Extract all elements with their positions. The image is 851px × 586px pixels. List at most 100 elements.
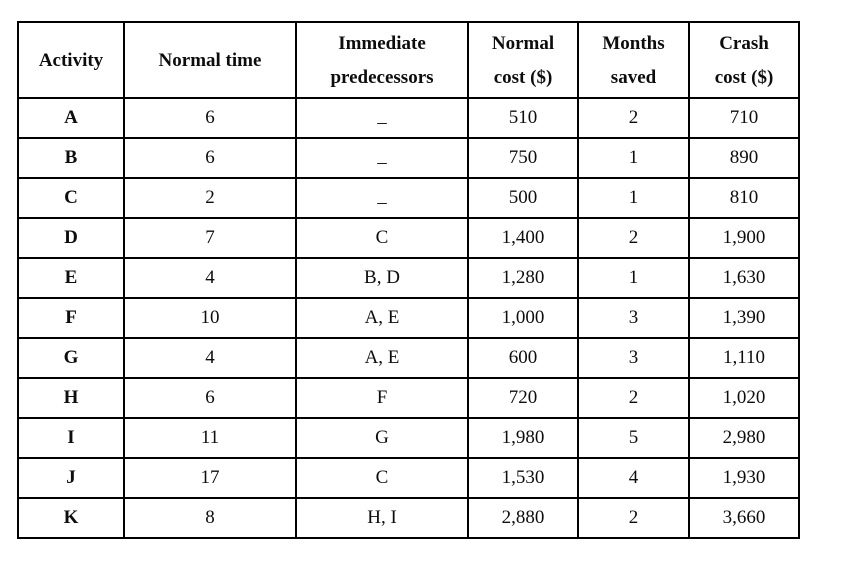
cell-normal-cost: 750 (467, 137, 579, 179)
cell-months-saved: 1 (577, 257, 690, 299)
cell-crash-cost: 3,660 (688, 497, 800, 539)
predecessors-value: B, D (364, 267, 400, 288)
cell-normal-cost: 500 (467, 177, 579, 219)
cell-activity: B (17, 137, 125, 179)
cell-crash-cost: 1,930 (688, 457, 800, 499)
cell-predecessors: A, E (295, 337, 469, 379)
table-row: A 6 – 510 2 710 (17, 97, 800, 139)
cell-months-saved: 1 (577, 177, 690, 219)
cell-normal-cost: 720 (467, 377, 579, 419)
cell-months-saved: 4 (577, 457, 690, 499)
cell-normal-cost: 600 (467, 337, 579, 379)
cell-crash-cost: 810 (688, 177, 800, 219)
cell-crash-cost: 1,630 (688, 257, 800, 299)
predecessors-value: C (375, 467, 389, 488)
cell-activity: J (17, 457, 125, 499)
table-row: F 10 A, E 1,000 3 1,390 (17, 297, 800, 339)
cell-predecessors: – (295, 137, 469, 179)
activity-crash-table: Activity Normal time Immediate predecess… (17, 21, 800, 539)
cell-months-saved: 2 (577, 497, 690, 539)
cell-activity: D (17, 217, 125, 259)
cell-predecessors: C (295, 217, 469, 259)
header-line: saved (610, 66, 657, 88)
cell-months-saved: 2 (577, 377, 690, 419)
predecessors-value: – (377, 112, 387, 133)
header-line: cost ($) (493, 66, 553, 88)
header-line: cost ($) (714, 66, 774, 88)
cell-activity: E (17, 257, 125, 299)
predecessors-value: G (375, 427, 389, 448)
col-header-normal-time: Normal time (123, 21, 297, 99)
col-header-crash-cost: Crash cost ($) (688, 21, 800, 99)
table-row: D 7 C 1,400 2 1,900 (17, 217, 800, 259)
cell-normal-cost: 1,000 (467, 297, 579, 339)
cell-crash-cost: 1,390 (688, 297, 800, 339)
cell-activity: A (17, 97, 125, 139)
cell-activity: C (17, 177, 125, 219)
predecessors-value: F (376, 387, 388, 408)
cell-crash-cost: 2,980 (688, 417, 800, 459)
table-row: H 6 F 720 2 1,020 (17, 377, 800, 419)
cell-months-saved: 2 (577, 97, 690, 139)
cell-normal-time: 7 (123, 217, 297, 259)
cell-predecessors: – (295, 177, 469, 219)
cell-normal-time: 11 (123, 417, 297, 459)
cell-crash-cost: 1,020 (688, 377, 800, 419)
cell-normal-cost: 1,980 (467, 417, 579, 459)
header-line: Normal (491, 32, 555, 54)
predecessors-value: A, E (364, 307, 400, 328)
table-row: K 8 H, I 2,880 2 3,660 (17, 497, 800, 539)
col-header-months-saved: Months saved (577, 21, 690, 99)
cell-activity: K (17, 497, 125, 539)
cell-predecessors: – (295, 97, 469, 139)
table-row: C 2 – 500 1 810 (17, 177, 800, 219)
predecessors-value: C (375, 227, 389, 248)
cell-crash-cost: 1,900 (688, 217, 800, 259)
cell-normal-time: 6 (123, 97, 297, 139)
col-header-activity: Activity (17, 21, 125, 99)
cell-months-saved: 5 (577, 417, 690, 459)
predecessors-value: H, I (367, 507, 397, 528)
cell-normal-cost: 2,880 (467, 497, 579, 539)
cell-activity: F (17, 297, 125, 339)
cell-months-saved: 3 (577, 297, 690, 339)
header-line: Normal time (158, 49, 262, 71)
cell-normal-cost: 1,400 (467, 217, 579, 259)
table-row: B 6 – 750 1 890 (17, 137, 800, 179)
predecessors-value: – (377, 152, 387, 173)
table-row: G 4 A, E 600 3 1,110 (17, 337, 800, 379)
cell-normal-time: 4 (123, 257, 297, 299)
cell-crash-cost: 890 (688, 137, 800, 179)
cell-normal-time: 10 (123, 297, 297, 339)
cell-normal-time: 8 (123, 497, 297, 539)
header-row: Activity Normal time Immediate predecess… (17, 21, 800, 99)
cell-activity: H (17, 377, 125, 419)
cell-months-saved: 1 (577, 137, 690, 179)
cell-predecessors: F (295, 377, 469, 419)
cell-activity: G (17, 337, 125, 379)
cell-activity: I (17, 417, 125, 459)
header-line: Activity (38, 49, 104, 71)
predecessors-value: A, E (364, 347, 400, 368)
header-line: Crash (719, 32, 769, 54)
cell-normal-time: 17 (123, 457, 297, 499)
predecessors-value: – (377, 192, 387, 213)
col-header-predecessors: Immediate predecessors (295, 21, 469, 99)
col-header-normal-cost: Normal cost ($) (467, 21, 579, 99)
cell-normal-time: 4 (123, 337, 297, 379)
header-line: Immediate (338, 32, 426, 54)
table-body: A 6 – 510 2 710 B 6 – 750 1 890 C 2 – 50… (17, 97, 800, 539)
cell-predecessors: H, I (295, 497, 469, 539)
cell-predecessors: A, E (295, 297, 469, 339)
table-header: Activity Normal time Immediate predecess… (17, 21, 800, 99)
cell-normal-time: 2 (123, 177, 297, 219)
cell-predecessors: B, D (295, 257, 469, 299)
cell-months-saved: 3 (577, 337, 690, 379)
cell-predecessors: G (295, 417, 469, 459)
cell-normal-time: 6 (123, 377, 297, 419)
table-row: E 4 B, D 1,280 1 1,630 (17, 257, 800, 299)
cell-crash-cost: 1,110 (688, 337, 800, 379)
table-row: J 17 C 1,530 4 1,930 (17, 457, 800, 499)
table-row: I 11 G 1,980 5 2,980 (17, 417, 800, 459)
